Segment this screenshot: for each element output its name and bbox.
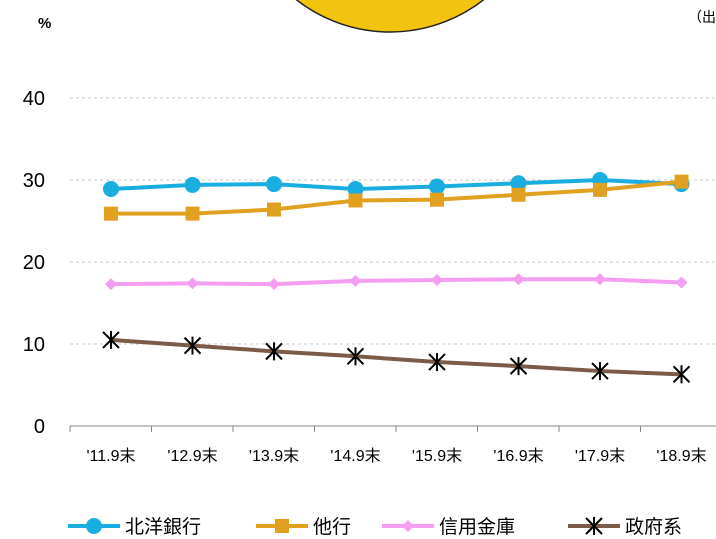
data-point xyxy=(428,353,446,372)
data-point xyxy=(591,362,609,381)
series-line xyxy=(110,337,682,377)
x-tick-label: '14.9末 xyxy=(330,447,380,465)
legend-marker xyxy=(585,517,603,535)
data-point xyxy=(512,273,525,286)
data-point xyxy=(593,182,607,197)
data-point xyxy=(594,273,606,286)
data-point xyxy=(266,176,282,193)
legend-item: 信用金庫 xyxy=(382,516,515,538)
data-point xyxy=(268,278,280,291)
data-point xyxy=(511,187,526,202)
data-point xyxy=(104,206,118,221)
series-1 xyxy=(104,174,689,221)
x-tick-label: '15.9末 xyxy=(412,447,462,465)
y-tick-label: 10 xyxy=(23,334,45,356)
data-point xyxy=(430,192,444,207)
legend-item: 他行 xyxy=(256,516,351,538)
legend-item: 政府系 xyxy=(568,516,682,538)
data-point xyxy=(349,274,362,287)
legend-label: 信用金庫 xyxy=(439,516,515,538)
data-point xyxy=(186,277,199,290)
y-axis: 0 10 20 30 40 xyxy=(23,88,45,438)
data-point xyxy=(509,357,528,376)
source-note: （出 xyxy=(688,9,716,25)
data-point xyxy=(103,181,119,198)
decorative-circle xyxy=(295,0,485,33)
data-point xyxy=(267,202,281,217)
data-point xyxy=(674,174,689,189)
legend: 北洋銀行 他行 信用金庫 政府系 xyxy=(68,516,682,538)
plot-area xyxy=(102,172,691,384)
series-3 xyxy=(102,330,691,384)
y-tick-label: 0 xyxy=(34,416,45,438)
x-axis: '11.9末 '12.9末 '13.9末 '14.9末 '15.9末 '16.9末 '17.… xyxy=(69,425,716,465)
data-point xyxy=(348,193,363,208)
data-point xyxy=(185,206,200,221)
series-line xyxy=(110,178,682,192)
x-tick-label: '17.9末 xyxy=(575,447,625,465)
legend-marker xyxy=(402,520,414,532)
legend-label: 政府系 xyxy=(625,516,682,538)
y-tick-label: 40 xyxy=(23,88,45,110)
data-point xyxy=(675,276,688,289)
data-point xyxy=(672,365,691,384)
data-point xyxy=(105,278,117,291)
data-point xyxy=(429,178,445,195)
data-point xyxy=(184,176,201,193)
data-point xyxy=(183,336,202,355)
x-tick-label: '18.9末 xyxy=(656,447,706,465)
data-point xyxy=(346,347,365,366)
x-tick-label: '13.9末 xyxy=(249,447,299,465)
series-2 xyxy=(105,273,688,291)
x-tick-label: '12.9末 xyxy=(167,447,217,465)
series-line xyxy=(111,179,682,216)
data-point xyxy=(102,330,120,349)
x-tick-label: '11.9末 xyxy=(86,447,135,465)
legend-label: 北洋銀行 xyxy=(125,516,201,538)
legend-marker xyxy=(86,518,102,534)
data-point xyxy=(265,342,283,361)
y-tick-label: 20 xyxy=(23,252,45,274)
y-tick-label: 30 xyxy=(23,170,45,192)
gridlines xyxy=(70,97,716,345)
legend-item: 北洋銀行 xyxy=(68,516,201,538)
legend-label: 他行 xyxy=(313,516,351,538)
data-point xyxy=(510,175,527,192)
data-point xyxy=(347,181,364,198)
x-tick-label: '16.9末 xyxy=(493,447,543,465)
series-line xyxy=(110,277,682,287)
data-point xyxy=(431,274,443,287)
legend-marker xyxy=(275,519,289,533)
unit-label: % xyxy=(38,15,51,32)
